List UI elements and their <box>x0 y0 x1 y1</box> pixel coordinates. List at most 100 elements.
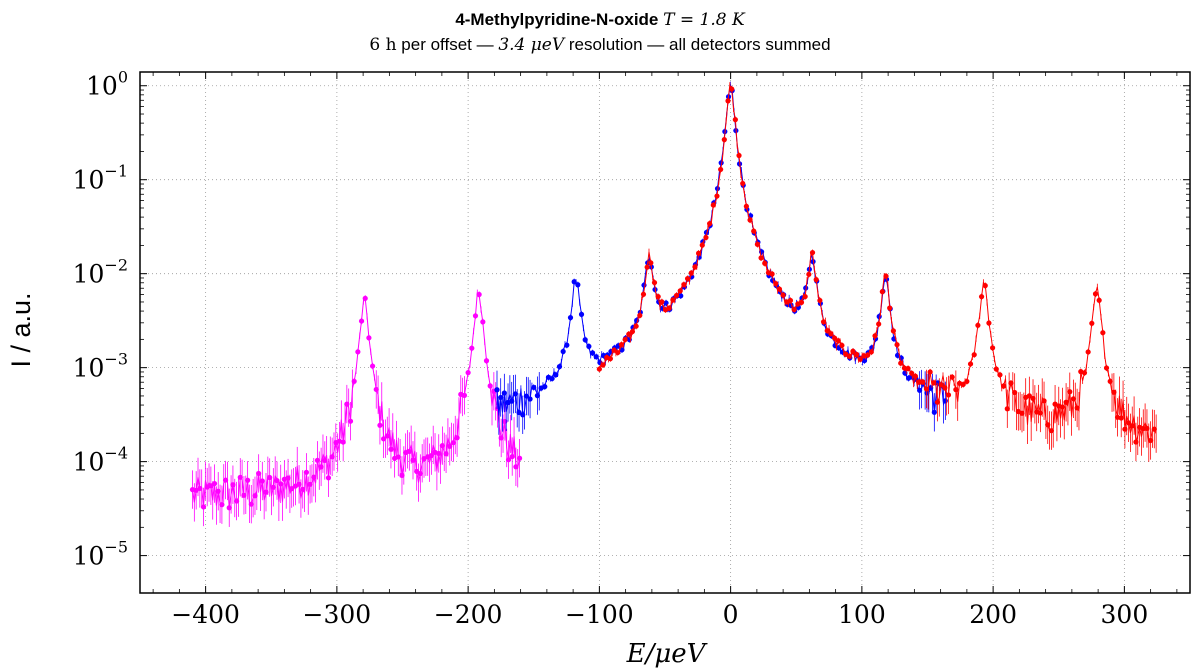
data-point <box>762 260 768 266</box>
data-point <box>399 472 405 479</box>
data-point <box>931 380 937 386</box>
x-tick-label: −100 <box>565 600 634 629</box>
data-point <box>964 378 970 385</box>
data-point <box>831 335 838 341</box>
data-point <box>575 282 581 288</box>
data-point <box>806 271 812 277</box>
data-point <box>872 333 878 339</box>
data-point <box>618 342 625 348</box>
data-point <box>589 350 596 356</box>
data-point <box>450 440 457 446</box>
data-point <box>857 356 863 362</box>
data-point <box>651 279 658 286</box>
data-point <box>677 288 683 294</box>
data-point <box>567 315 574 321</box>
data-point <box>197 485 203 492</box>
data-point <box>285 475 291 481</box>
data-point <box>1019 410 1025 416</box>
data-point <box>296 481 302 487</box>
data-point <box>699 242 705 248</box>
data-point <box>707 221 713 227</box>
data-point <box>696 250 702 256</box>
data-point <box>501 390 507 396</box>
data-point <box>259 478 265 484</box>
data-point <box>678 293 684 299</box>
data-point <box>303 469 310 475</box>
axis-ticks: −400 −300 −200 −100 0 100 200 300 10−5 10−4 10−3 10… <box>73 68 1190 629</box>
data-point <box>967 361 974 367</box>
data-point <box>747 217 753 223</box>
data-point <box>780 292 786 298</box>
data-point <box>248 501 254 507</box>
data-point <box>923 386 930 392</box>
data-point <box>1026 393 1032 399</box>
data-point <box>494 387 500 393</box>
data-point <box>476 291 482 298</box>
data-point <box>1085 349 1091 355</box>
data-point <box>659 299 665 305</box>
x-axis-label: E/μeV <box>626 639 708 669</box>
data-point <box>909 370 915 376</box>
data-point <box>362 295 368 301</box>
data-point <box>1037 410 1043 416</box>
data-point <box>670 297 676 303</box>
data-point <box>942 398 948 404</box>
x-tick-label: 0 <box>723 600 739 629</box>
data-point <box>564 342 570 348</box>
data-point <box>740 180 746 187</box>
data-point <box>410 457 416 463</box>
data-point <box>960 381 966 388</box>
data-point <box>883 273 889 279</box>
data-point <box>447 443 453 449</box>
x-tick-label: 200 <box>969 600 1017 629</box>
data-point <box>1111 389 1117 395</box>
data-point <box>215 488 221 494</box>
data-point <box>222 477 229 483</box>
data-point <box>439 443 445 449</box>
data-point <box>927 369 933 375</box>
data-point <box>1067 389 1073 395</box>
data-point <box>975 322 981 328</box>
data-point <box>480 319 486 325</box>
data-point <box>1048 428 1054 434</box>
data-point <box>1100 330 1106 336</box>
data-point <box>824 328 830 334</box>
data-point <box>300 486 306 492</box>
data-point <box>219 502 225 508</box>
data-point <box>395 454 401 460</box>
y-tick-label: 10−4 <box>73 444 128 477</box>
data-point <box>703 234 709 241</box>
data-point <box>982 283 988 289</box>
data-point <box>200 504 207 510</box>
data-point <box>644 264 650 270</box>
data-point <box>358 318 365 324</box>
data-point <box>931 409 937 415</box>
plot-area <box>189 81 1157 527</box>
data-point <box>1133 439 1139 445</box>
data-point <box>846 353 852 359</box>
data-point <box>1089 320 1095 326</box>
data-point <box>443 451 449 457</box>
data-point <box>1107 378 1113 384</box>
data-point <box>469 345 475 351</box>
data-point <box>1081 370 1088 376</box>
data-point <box>388 446 394 452</box>
y-axis-label: I / a.u. <box>6 292 36 367</box>
data-point <box>553 372 559 378</box>
data-point <box>531 384 537 391</box>
x-tick-label: −400 <box>171 600 240 629</box>
data-point <box>633 323 639 329</box>
data-point <box>1096 297 1102 303</box>
data-point <box>1151 426 1157 432</box>
data-point <box>509 398 515 404</box>
data-point <box>839 342 845 349</box>
data-point <box>571 279 577 285</box>
data-point <box>593 354 599 360</box>
data-point <box>534 393 541 399</box>
x-tick-label: 300 <box>1101 600 1149 629</box>
data-point <box>377 422 383 428</box>
data-point <box>498 435 504 441</box>
data-point <box>865 352 871 358</box>
data-point <box>560 348 566 355</box>
